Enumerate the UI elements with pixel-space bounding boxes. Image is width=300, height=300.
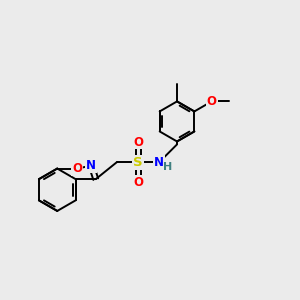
Text: O: O (72, 162, 82, 175)
Text: H: H (163, 162, 172, 172)
Text: O: O (207, 95, 217, 108)
Text: O: O (133, 176, 143, 189)
Text: O: O (133, 136, 143, 148)
Text: N: N (86, 159, 96, 172)
Text: S: S (133, 156, 143, 169)
Text: N: N (154, 156, 164, 169)
